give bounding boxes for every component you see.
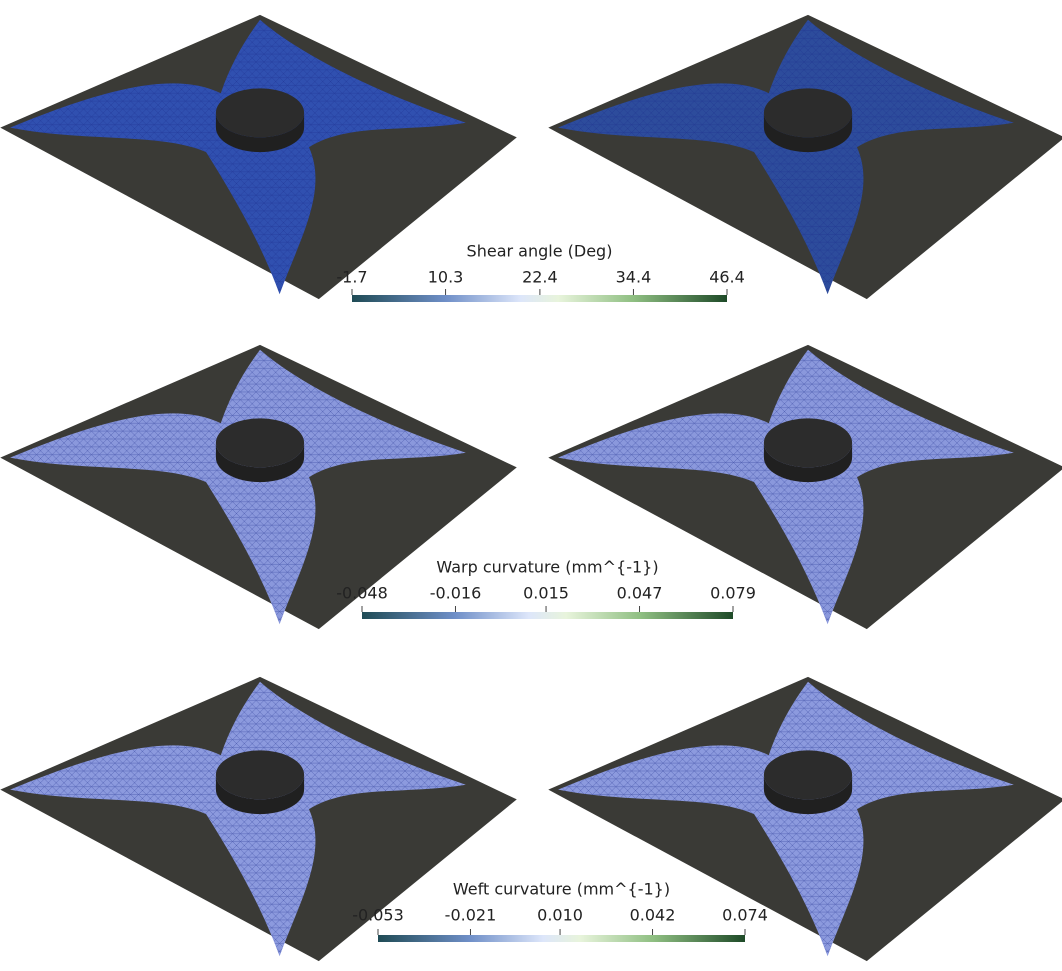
tick-label: 0.079: [710, 584, 756, 603]
colorbar-title: Warp curvature (mm^{-1}): [436, 558, 658, 577]
tick-label: -0.048: [336, 584, 388, 603]
tick-label: -0.016: [430, 584, 482, 603]
tick-label: 46.4: [709, 268, 745, 287]
colorbar: [362, 612, 733, 619]
rendering: [548, 14, 1062, 300]
tick-label: 0.015: [523, 584, 569, 603]
tick-label: 0.047: [617, 584, 663, 603]
colorbar: [378, 935, 745, 942]
colorbar: [352, 295, 727, 302]
tick-label: 0.042: [630, 906, 676, 925]
tick-label: -1.7: [336, 268, 367, 287]
colorbar-title: Shear angle (Deg): [467, 242, 613, 261]
tick-label: 0.074: [722, 906, 768, 925]
tick-label: -0.021: [445, 906, 497, 925]
tick-label: 22.4: [522, 268, 558, 287]
tick-label: 34.4: [616, 268, 652, 287]
rendering: [0, 14, 517, 300]
colorbar-title: Weft curvature (mm^{-1}): [453, 880, 670, 899]
tick-label: 0.010: [537, 906, 583, 925]
tick-label: 10.3: [428, 268, 464, 287]
rendering: [0, 676, 517, 962]
tick-label: -0.053: [352, 906, 404, 925]
rendering: [548, 676, 1062, 962]
